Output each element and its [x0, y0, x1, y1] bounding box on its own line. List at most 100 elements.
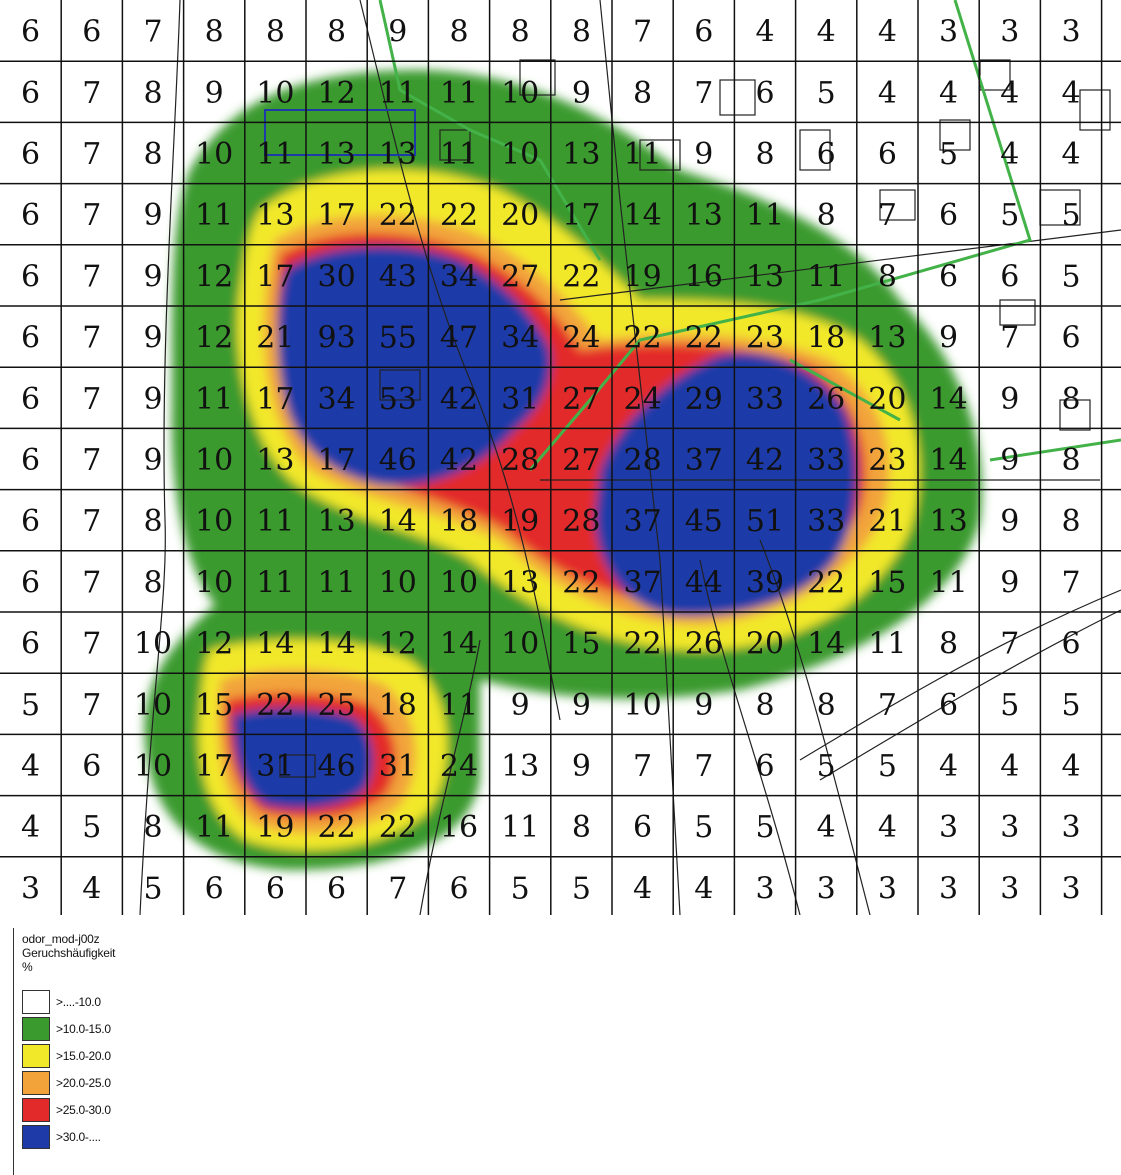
grid-cell-value: 16	[685, 259, 723, 294]
grid-cell-value: 9	[694, 688, 713, 723]
building-outline	[439, 129, 471, 161]
grid-cell-value: 9	[143, 198, 162, 233]
grid-cell-value: 11	[501, 810, 539, 845]
grid-cell-value: 6	[82, 749, 101, 784]
grid-cell-value: 9	[511, 688, 530, 723]
legend-title-layer-name: odor_mod-j00z	[22, 932, 100, 946]
grid-cell-value: 8	[633, 76, 652, 111]
grid-cell-value: 8	[266, 15, 285, 50]
grid-cell-value: 27	[562, 382, 600, 417]
grid-cell-value: 24	[562, 321, 600, 356]
grid-cell-value: 22	[807, 565, 845, 600]
grid-cell-value: 3	[1000, 15, 1019, 50]
grid-cell-value: 9	[572, 688, 591, 723]
grid-cell-value: 39	[746, 565, 784, 600]
grid-cell-value: 10	[195, 137, 233, 172]
grid-cell-value: 9	[1000, 382, 1019, 417]
grid-cell-value: 6	[694, 15, 713, 50]
grid-cell-value: 8	[572, 15, 591, 50]
road-line	[759, 539, 871, 915]
grid-cell-value: 13	[318, 504, 356, 539]
grid-cell-value: 5	[694, 810, 713, 845]
boundary-line	[528, 0, 1032, 471]
grid-lines-layer	[0, 0, 1121, 915]
grid-cell-value: 6	[21, 137, 40, 172]
grid-cell-value: 11	[440, 76, 478, 111]
grid-cell-value: 18	[379, 688, 417, 723]
grid-cell-value: 11	[807, 259, 845, 294]
grid-cell-value: 6	[755, 76, 774, 111]
grid-cell-value: 6	[817, 137, 836, 172]
odor-frequency-map: 6 6 7 8 8 8 9 8 8 8 7 6 4 4 4 3 3 3 6 7 8 9 10 12 11 11 10 9 8 7 6 5 4 4 4…	[0, 0, 1121, 915]
grid-cell-value: 8	[449, 15, 468, 50]
grid-cell-value: 11	[318, 565, 356, 600]
grid-cell-value: 22	[685, 321, 723, 356]
building-outline	[999, 299, 1036, 326]
grid-cell-value: 5	[1061, 259, 1080, 294]
grid-cell-value: 6	[939, 198, 958, 233]
grid-cell-value: 18	[807, 321, 845, 356]
grid-cell-value: 7	[82, 76, 101, 111]
road-line	[599, 0, 681, 915]
grid-cell-value: 6	[755, 749, 774, 784]
grid-cell-value: 7	[82, 627, 101, 662]
map-canvas: 6 6 7 8 8 8 9 8 8 8 7 6 4 4 4 3 3 36 7 8 9 10 12 11 11 10 9 8 7 6 5 4 4 4…	[0, 0, 1121, 915]
grid-cell-value: 9	[143, 259, 162, 294]
grid-cell-value: 26	[685, 627, 723, 662]
grid-cell-value: 6	[939, 688, 958, 723]
grid-cell-value: 10	[134, 627, 172, 662]
grid-cell-value: 4	[817, 810, 836, 845]
legend: odor_mod-j00z Geruchshäufigkeit % >....-…	[22, 932, 322, 1150]
grid-cell-value: 8	[205, 15, 224, 50]
grid-cell-value: 8	[755, 688, 774, 723]
grid-cell-value: 4	[1000, 76, 1019, 111]
grid-cell-value: 11	[195, 382, 233, 417]
grid-cell-value: 10	[134, 749, 172, 784]
grid-cell-value: 13	[562, 137, 600, 172]
grid-cell-value: 20	[746, 627, 784, 662]
grid-cell-value: 7	[82, 443, 101, 478]
grid-cell-value: 9	[694, 137, 713, 172]
grid-cell-value: 3	[1000, 871, 1019, 906]
building-outline	[1079, 89, 1111, 131]
grid-cell-value: 6	[878, 137, 897, 172]
grid-cell-value: 7	[1000, 321, 1019, 356]
grid-cell-value: 7	[694, 749, 713, 784]
grid-cell-value: 13	[868, 321, 906, 356]
grid-cell-value: 5	[1000, 198, 1019, 233]
grid-cell-value: 11	[624, 137, 662, 172]
grid-cell-value: 3	[1000, 810, 1019, 845]
grid-cell-value: 4	[878, 15, 897, 50]
grid-cell-value: 11	[256, 565, 294, 600]
legend-swatch	[22, 1124, 50, 1149]
grid-cell-value: 17	[256, 259, 294, 294]
grid-cell-value: 45	[685, 504, 723, 539]
grid-cell-value: 5	[143, 871, 162, 906]
grid-cell-value: 4	[82, 871, 101, 906]
grid-cell-value: 20	[501, 198, 539, 233]
legend-item: >10.0-15.0	[22, 1015, 322, 1042]
grid-cell-value: 12	[379, 627, 417, 662]
grid-cell-value: 10	[195, 504, 233, 539]
grid-cell-value: 15	[562, 627, 600, 662]
grid-cell-value: 22	[256, 688, 294, 723]
grid-cell-value: 4	[1000, 749, 1019, 784]
grid-cell-value: 17	[318, 443, 356, 478]
grid-cell-value: 13	[256, 198, 294, 233]
grid-cell-value: 7	[388, 871, 407, 906]
grid-cell-value: 6	[21, 443, 40, 478]
grid-cell-value: 11	[256, 504, 294, 539]
grid-cell-value: 22	[379, 810, 417, 845]
grid-cell-value: 10	[624, 688, 662, 723]
building-outline	[264, 109, 416, 156]
road-line	[799, 589, 1121, 761]
grid-cell-value: 11	[868, 627, 906, 662]
grid-cell-value: 6	[205, 871, 224, 906]
grid-cell-value: 7	[82, 259, 101, 294]
grid-cell-value: 3	[755, 871, 774, 906]
legend-item: >25.0-30.0	[22, 1096, 322, 1123]
grid-cell-value: 6	[82, 15, 101, 50]
grid-cell-value: 8	[817, 688, 836, 723]
grid-cell-value: 22	[440, 198, 478, 233]
grid-cell-value: 6	[21, 627, 40, 662]
